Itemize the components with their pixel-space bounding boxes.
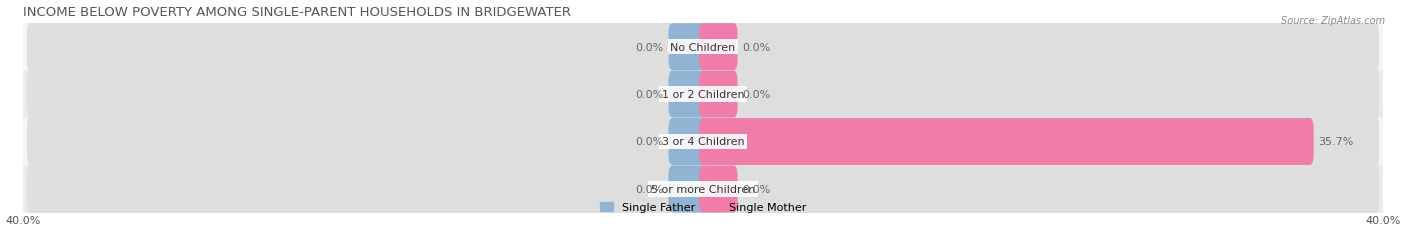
FancyBboxPatch shape [668,24,707,71]
Legend: Single Father, Single Mother: Single Father, Single Mother [596,198,810,217]
Text: 0.0%: 0.0% [742,184,770,194]
Text: 0.0%: 0.0% [636,184,664,194]
FancyBboxPatch shape [27,116,1379,168]
FancyBboxPatch shape [699,166,738,213]
Text: 0.0%: 0.0% [742,43,770,52]
FancyBboxPatch shape [668,166,707,213]
FancyBboxPatch shape [27,69,1379,120]
FancyBboxPatch shape [668,119,707,165]
FancyBboxPatch shape [27,163,1379,215]
Text: 0.0%: 0.0% [636,43,664,52]
FancyBboxPatch shape [24,71,1382,118]
FancyBboxPatch shape [24,165,1382,213]
FancyBboxPatch shape [24,118,1382,165]
Text: 0.0%: 0.0% [636,137,664,147]
FancyBboxPatch shape [24,24,1382,71]
Text: 5 or more Children: 5 or more Children [651,184,755,194]
Text: 35.7%: 35.7% [1319,137,1354,147]
Text: No Children: No Children [671,43,735,52]
Text: 0.0%: 0.0% [636,90,664,100]
FancyBboxPatch shape [699,71,738,118]
FancyBboxPatch shape [699,24,738,71]
Text: Source: ZipAtlas.com: Source: ZipAtlas.com [1281,16,1385,26]
FancyBboxPatch shape [699,119,1313,165]
FancyBboxPatch shape [27,22,1379,73]
Text: INCOME BELOW POVERTY AMONG SINGLE-PARENT HOUSEHOLDS IN BRIDGEWATER: INCOME BELOW POVERTY AMONG SINGLE-PARENT… [24,6,571,18]
Text: 1 or 2 Children: 1 or 2 Children [662,90,744,100]
Text: 0.0%: 0.0% [742,90,770,100]
FancyBboxPatch shape [668,71,707,118]
Text: 3 or 4 Children: 3 or 4 Children [662,137,744,147]
